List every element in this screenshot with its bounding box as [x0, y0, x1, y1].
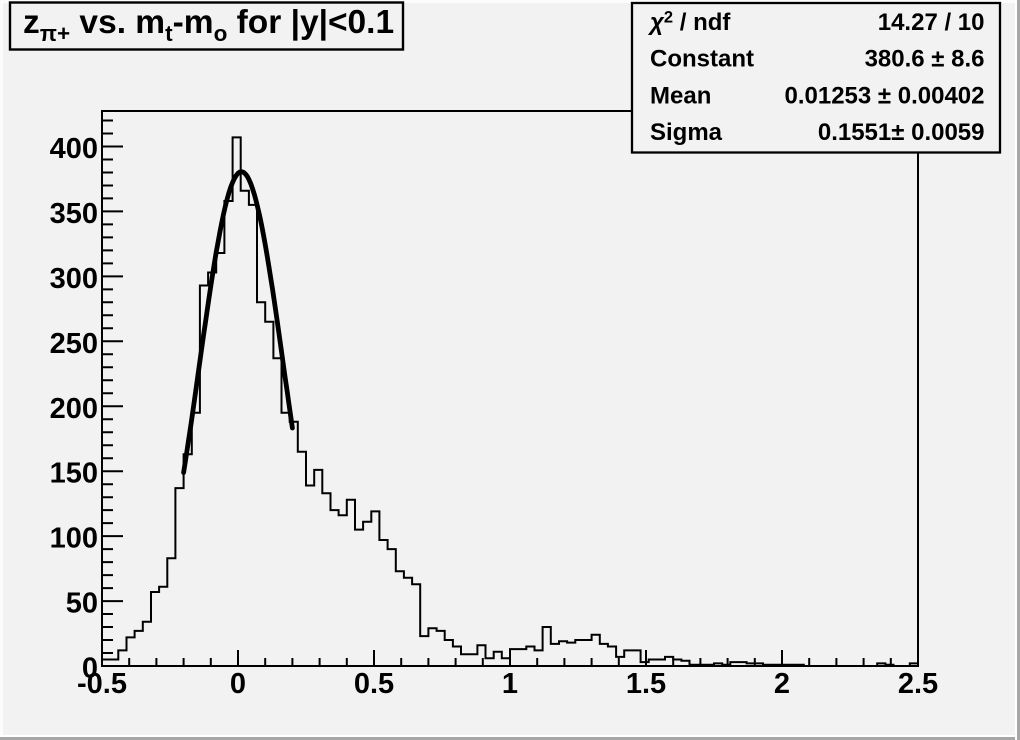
- svg-text:1.5: 1.5: [626, 668, 666, 700]
- svg-text:2: 2: [774, 668, 790, 700]
- svg-text:Sigma: Sigma: [650, 119, 723, 146]
- svg-text:0.5: 0.5: [354, 668, 394, 700]
- svg-text:300: 300: [50, 263, 98, 295]
- svg-text:0: 0: [82, 653, 98, 685]
- svg-text:100: 100: [50, 523, 98, 555]
- svg-text:14.27 / 10: 14.27 / 10: [878, 9, 985, 36]
- svg-text:0.1551± 0.0059: 0.1551± 0.0059: [818, 119, 985, 146]
- svg-text:380.6 ± 8.6: 380.6 ± 8.6: [865, 46, 985, 73]
- svg-text:250: 250: [50, 328, 98, 360]
- svg-text:χ2 / ndf: χ2 / ndf: [647, 9, 731, 37]
- svg-text:0: 0: [230, 668, 246, 700]
- svg-text:400: 400: [50, 133, 98, 165]
- svg-text:50: 50: [66, 588, 98, 620]
- svg-text:150: 150: [50, 458, 98, 490]
- svg-text:2.5: 2.5: [898, 668, 938, 700]
- svg-text:200: 200: [50, 393, 98, 425]
- svg-text:1: 1: [502, 668, 518, 700]
- svg-text:350: 350: [50, 198, 98, 230]
- svg-text:-0.5: -0.5: [77, 668, 127, 700]
- svg-text:zπ+ vs. mt-mo for |y|<0.1: zπ+ vs. mt-mo for |y|<0.1: [23, 4, 394, 46]
- svg-text:Constant: Constant: [650, 46, 754, 73]
- svg-text:Mean: Mean: [650, 83, 711, 110]
- svg-text:0.01253 ± 0.00402: 0.01253 ± 0.00402: [784, 83, 984, 110]
